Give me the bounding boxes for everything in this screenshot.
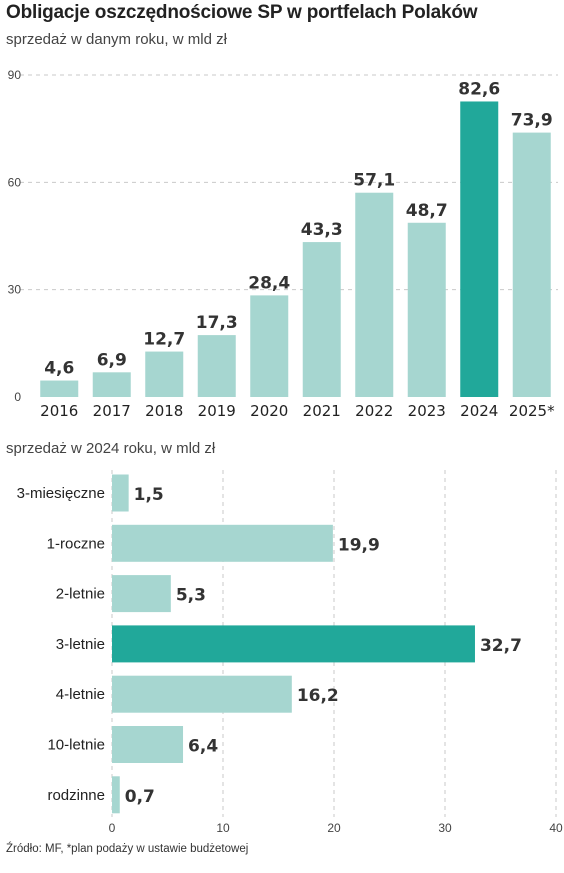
hbar-value-label: 32,7 [480, 636, 522, 656]
hbar-2-letnie [112, 575, 171, 613]
x-tick-label: 2017 [93, 402, 131, 420]
bar-value-label: 73,9 [511, 111, 553, 131]
y-category-label: 1-roczne [47, 535, 105, 552]
hbar-4-letnie [112, 675, 292, 713]
hbar-value-label: 5,3 [176, 586, 206, 606]
x-tick-label: 20 [327, 821, 341, 835]
bar-2016 [40, 380, 79, 397]
x-tick-label: 2020 [250, 402, 288, 420]
bar-2022 [355, 192, 394, 397]
bar-value-label: 48,7 [406, 201, 448, 221]
x-tick-label: 40 [549, 821, 563, 835]
bar-value-label: 57,1 [353, 171, 395, 191]
bar-value-label: 6,9 [97, 350, 127, 370]
x-tick-label: 2024 [460, 402, 498, 420]
hbar-rodzinne [112, 776, 120, 814]
bar-2017 [92, 372, 131, 397]
bar-2024 [460, 101, 499, 397]
hbar-value-label: 0,7 [125, 787, 155, 807]
x-tick-label: 10 [216, 821, 230, 835]
y-tick-label: 90 [8, 68, 22, 82]
hbar-value-label: 1,5 [134, 485, 164, 505]
bar-value-label: 17,3 [196, 313, 238, 333]
y-category-label: 3-letnie [56, 636, 105, 653]
bar-2019 [197, 335, 236, 397]
bar-2021 [302, 242, 341, 397]
y-category-label: rodzinne [47, 787, 105, 804]
x-tick-label: 2023 [408, 402, 446, 420]
y-category-label: 2-letnie [56, 586, 105, 603]
x-tick-label: 2019 [198, 402, 236, 420]
source-note: Źródło: MF, *plan podaży w ustawie budże… [6, 843, 249, 855]
hbar-value-label: 16,2 [297, 686, 339, 706]
x-tick-label: 2021 [303, 402, 341, 420]
x-tick-label: 2018 [145, 402, 183, 420]
hbar-value-label: 6,4 [188, 737, 218, 757]
x-tick-label: 2025* [509, 402, 555, 420]
bar-value-label: 4,6 [44, 359, 74, 379]
y-category-label: 4-letnie [56, 686, 105, 703]
y-tick-label: 30 [8, 283, 22, 297]
x-tick-label: 30 [438, 821, 452, 835]
y-category-label: 3-miesięczne [17, 485, 105, 502]
x-tick-label: 0 [109, 821, 116, 835]
x-tick-label: 2022 [355, 402, 393, 420]
chart-title: Obligacje oszczędnościowe SP w portfelac… [6, 2, 478, 23]
hbar-3-miesięczne [112, 474, 129, 512]
y-category-label: 10-letnie [47, 737, 105, 754]
hbar-1-roczne [112, 524, 333, 562]
bar-value-label: 82,6 [458, 79, 500, 99]
hbar-10-letnie [112, 726, 184, 763]
hbar-value-label: 19,9 [338, 535, 380, 555]
bar-2020 [250, 295, 289, 397]
bar-2023 [407, 222, 446, 397]
bar-2025* [512, 132, 551, 397]
y-tick-label: 60 [8, 175, 22, 189]
y-tick-label: 0 [14, 390, 21, 404]
chart-subtitle-top: sprzedaż w danym roku, w mld zł [6, 31, 227, 48]
bar-value-label: 28,4 [248, 273, 290, 293]
bar-2018 [145, 351, 184, 397]
x-tick-label: 2016 [40, 402, 78, 420]
bar-value-label: 43,3 [301, 220, 343, 240]
bar-value-label: 12,7 [143, 330, 185, 350]
chart-subtitle-bottom: sprzedaż w 2024 roku, w mld zł [6, 440, 216, 457]
hbar-3-letnie [112, 625, 475, 663]
